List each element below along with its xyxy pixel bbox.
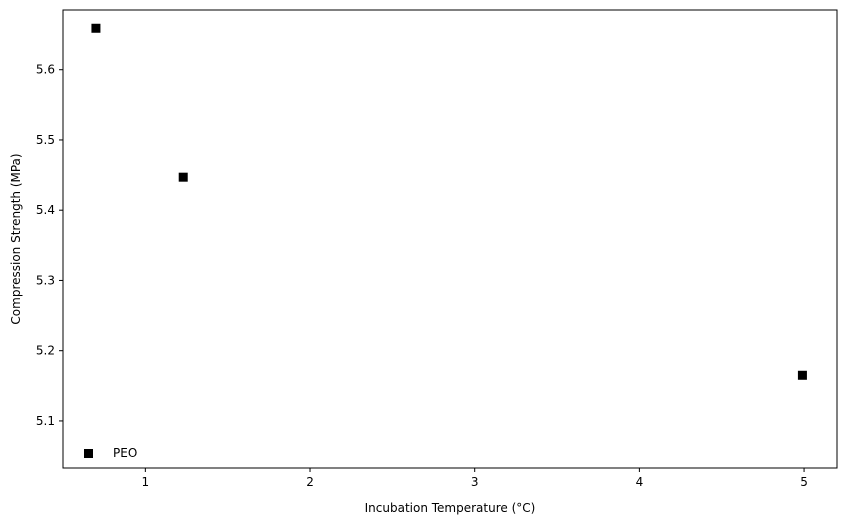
legend-label: PEO xyxy=(113,446,137,460)
legend-marker-square xyxy=(84,449,93,458)
data-point xyxy=(178,172,188,182)
data-point xyxy=(797,370,807,380)
y-axis: 5.1 5.2 5.3 5.4 5.5 5.6 xyxy=(36,63,63,428)
x-tick-label: 2 xyxy=(306,475,314,489)
y-tick-label: 5.1 xyxy=(36,414,55,428)
y-tick-label: 5.6 xyxy=(36,63,55,77)
x-tick-label: 3 xyxy=(471,475,479,489)
x-tick-label: 1 xyxy=(142,475,150,489)
y-tick-label: 5.2 xyxy=(36,344,55,358)
y-tick-label: 5.5 xyxy=(36,133,55,147)
y-tick-label: 5.3 xyxy=(36,273,55,287)
y-tick-label: 5.4 xyxy=(36,203,55,217)
legend: PEO xyxy=(84,446,137,460)
data-point xyxy=(91,23,101,33)
y-axis-label: Compression Strength (MPa) xyxy=(9,153,23,324)
x-axis: 1 2 3 4 5 xyxy=(142,468,808,489)
x-tick-label: 5 xyxy=(800,475,808,489)
plot-area xyxy=(91,23,807,380)
x-axis-label: Incubation Temperature (°C) xyxy=(365,501,536,515)
plot-frame xyxy=(62,9,838,469)
x-tick-label: 4 xyxy=(636,475,644,489)
